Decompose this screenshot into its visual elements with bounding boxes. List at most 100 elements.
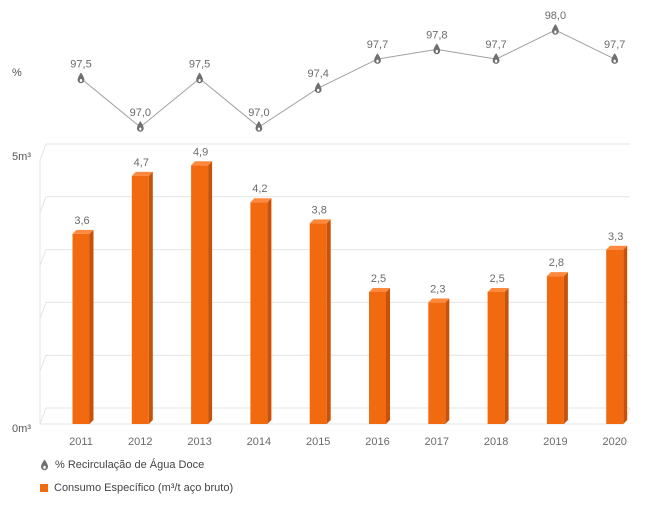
legend-bar-label: Consumo Específico (m³/t aço bruto): [54, 482, 234, 494]
drop-icon: [492, 53, 500, 64]
drop-highlight: [376, 59, 379, 63]
drop-highlight: [257, 127, 261, 131]
drop-highlight: [613, 59, 616, 63]
x-tick-label: 2011: [69, 436, 93, 448]
line-path: [80, 29, 615, 128]
drop-icon: [196, 72, 203, 84]
bar-top: [369, 288, 390, 292]
drop-highlight: [198, 79, 201, 82]
drop-highlight: [317, 88, 320, 92]
bar-side: [326, 219, 331, 424]
bar-side: [563, 272, 568, 424]
bar-top: [309, 219, 331, 224]
bar-value-label: 2,3: [430, 284, 445, 296]
bar-top: [191, 161, 213, 166]
bar: [369, 288, 390, 424]
line-value-label: 97,4: [307, 68, 328, 80]
x-tick-label: 2019: [543, 436, 567, 448]
line-value-label: 97,5: [189, 59, 210, 71]
grid-slant: [39, 249, 47, 266]
drop-icon: [77, 72, 85, 84]
bar: [250, 198, 272, 424]
bar-top: [606, 245, 628, 250]
line-value-label: 97,0: [248, 107, 269, 119]
bar-series: [72, 161, 628, 424]
bar-value-label: 2,5: [489, 273, 504, 285]
legend-line-entry: % Recirculação de Água Doce: [40, 459, 204, 471]
bar-top: [131, 171, 153, 176]
x-tick-label: 2017: [425, 436, 449, 448]
legend-bar-entry: Consumo Específico (m³/t aço bruto): [40, 482, 233, 494]
chart-grid: [39, 143, 631, 425]
bar-value-label: 4,9: [193, 146, 208, 158]
line-value-label: 97,7: [604, 39, 625, 51]
bar-top: [487, 288, 509, 292]
bar-front: [369, 292, 386, 424]
bar-front: [428, 302, 446, 424]
drop-marker: [374, 53, 381, 64]
legend-line-label: % Recirculação de Água Doce: [55, 459, 205, 471]
bar-value-label: 2,5: [371, 273, 386, 285]
x-tick-label: 2014: [247, 436, 271, 448]
x-tick-label: 2018: [484, 436, 508, 448]
bar-top: [250, 198, 272, 203]
bar-side: [208, 161, 213, 424]
drop-highlight: [139, 127, 142, 131]
drop-marker: [433, 43, 441, 55]
bar-value-label: 3,6: [74, 215, 89, 227]
bar: [487, 288, 509, 424]
line-value-label: 98,0: [545, 10, 566, 22]
bar: [191, 161, 213, 424]
bar-front: [546, 276, 564, 424]
grid-slant: [39, 407, 47, 425]
x-tick-label: 2013: [187, 436, 211, 448]
bar-side: [623, 245, 628, 424]
bar-side: [504, 288, 509, 424]
line-value-label: 97,0: [130, 107, 151, 119]
drop-highlight: [435, 49, 438, 53]
bar-top: [546, 272, 568, 277]
bar-top: [428, 298, 450, 303]
grid-slant: [39, 143, 47, 161]
bar-value-label: 2,8: [549, 257, 564, 269]
bar: [546, 272, 568, 424]
bar-side: [148, 171, 153, 424]
drop-highlight: [79, 79, 83, 82]
drop-icon: [433, 43, 441, 55]
drop-highlight: [554, 30, 557, 34]
line-value-label: 97,8: [426, 29, 447, 41]
bar-front: [487, 292, 505, 424]
bar-side: [386, 288, 390, 424]
drop-marker: [314, 82, 322, 93]
bar-front: [606, 249, 624, 424]
drop-marker: [255, 121, 263, 132]
bar: [428, 298, 450, 424]
y-axis-bar-bottom-tick: 0m³: [12, 423, 31, 435]
bar-value-label: 3,8: [312, 204, 327, 216]
bar: [72, 229, 94, 424]
y-axis-bar-top-tick: 5m³: [12, 151, 31, 163]
bar-value-label: 3,3: [608, 231, 623, 243]
bar-front: [309, 223, 327, 424]
bar-side: [89, 229, 94, 424]
drop-icon: [552, 24, 559, 35]
bar-front: [250, 202, 268, 424]
legend-bar-swatch: [40, 484, 48, 492]
line-value-label: 97,7: [485, 39, 506, 51]
line-series: [77, 24, 619, 132]
grid-slant: [39, 196, 47, 213]
bar: [131, 171, 153, 424]
grid-slant: [39, 355, 47, 372]
drop-icon: [374, 53, 381, 64]
drop-icon: [314, 82, 322, 93]
x-tick-label: 2012: [128, 436, 152, 448]
drop-marker: [196, 72, 203, 84]
drop-marker: [552, 24, 559, 35]
bar-value-label: 4,2: [252, 183, 267, 195]
bar-side: [267, 198, 272, 424]
bar: [309, 219, 331, 424]
x-tick-label: 2016: [365, 436, 389, 448]
y-axis-line-unit: %: [12, 67, 22, 79]
drop-marker: [611, 53, 619, 64]
